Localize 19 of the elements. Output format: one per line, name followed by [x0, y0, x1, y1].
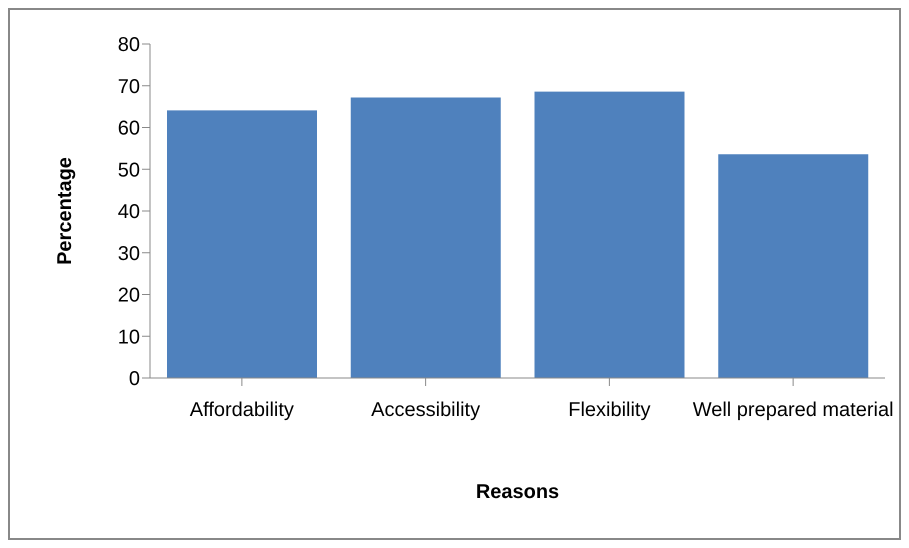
bar — [167, 110, 317, 378]
y-tick-label: 40 — [118, 201, 140, 224]
x-tick-label: Accessibility — [371, 399, 480, 422]
x-axis-title: Reasons — [476, 481, 560, 503]
x-tick-label: Flexibility — [568, 399, 650, 422]
y-tick-label: 70 — [118, 76, 140, 98]
y-tick-label: 50 — [118, 159, 140, 182]
bar — [534, 92, 684, 378]
y-tick-label: 0 — [128, 368, 140, 390]
bar — [350, 97, 501, 378]
y-tick-label: 20 — [118, 284, 140, 307]
y-axis-title: Percentage — [54, 157, 76, 265]
x-tick-label: Affordability — [190, 399, 294, 422]
y-tick-label: 60 — [118, 118, 140, 140]
y-tick-label: 10 — [118, 326, 140, 348]
y-tick-label: 30 — [118, 242, 140, 265]
bar — [718, 154, 868, 378]
y-tick-label: 80 — [118, 34, 140, 56]
x-tick-label: Well prepared material — [692, 399, 894, 422]
